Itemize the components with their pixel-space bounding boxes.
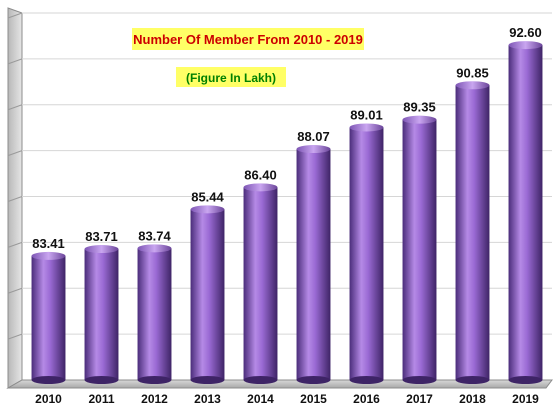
bar-base [137,376,172,384]
bar-value-label: 88.07 [297,129,330,144]
x-tick-label: 2019 [512,392,539,406]
bar-cap [137,244,172,253]
bar [243,187,278,380]
x-tick-label: 2010 [35,392,62,406]
bars-group [31,41,543,384]
gridline-wall [7,150,23,157]
gridline-wall [7,241,23,248]
chart-title: Number Of Member From 2010 - 2019 [133,32,363,47]
x-tick-label: 2017 [406,392,433,406]
bar-base [84,376,119,384]
gridline-wall [7,196,23,202]
bar [296,149,331,380]
x-tick-label: 2011 [88,392,114,406]
x-tick-label: 2014 [247,392,274,406]
bar-value-label: 90.85 [456,65,489,80]
bar [508,45,543,381]
bar-cap [296,145,331,154]
subtitle-box [176,67,286,87]
gridline-wall [7,287,23,294]
x-tick-label: 2018 [459,392,486,406]
bar-base [349,376,384,384]
x-tick-label: 2012 [141,392,168,406]
bar [349,127,384,380]
bar-base [296,376,331,384]
x-tick-label: 2015 [300,392,327,406]
bar-cap [349,123,384,132]
bar-value-label: 83.71 [85,229,118,244]
bar-base [243,376,278,384]
chart-subtitle: (Figure In Lakh) [186,71,276,85]
bar-cap [508,41,543,50]
x-tick-label: 2016 [353,392,380,406]
bar-cap [31,251,66,260]
bar-value-label: 92.60 [509,25,542,40]
gridline-wall [7,333,23,340]
bar-cap [190,205,225,214]
x-axis-tick-labels: 2010 2011 2012 2013 2014 2015 2016 2017 2018 2019 [35,392,539,406]
bar [137,248,172,380]
bar-value-label: 89.35 [403,100,436,115]
bar [84,249,119,380]
gridline-wall [7,104,23,111]
bar-cap [402,115,437,124]
bar-cap [84,245,119,254]
bar-base [402,376,437,384]
chart-side-wall [7,7,23,389]
bar [31,255,66,380]
bar-base [455,376,490,384]
bar-cap [455,81,490,90]
bar-cap [243,183,278,192]
bar [455,85,490,381]
bar-value-label: 86.40 [244,167,277,182]
bar-base [31,376,66,384]
bar-value-label: 83.41 [32,236,65,251]
data-labels-group: 83.41 83.71 83.74 85.44 86.40 88.07 89.01 89.35… [32,25,542,251]
bar [402,119,437,381]
bar-base [190,376,225,384]
gridline-wall [7,58,23,65]
bar [190,209,225,380]
bar-base [508,376,543,384]
bar-value-label: 89.01 [350,107,383,122]
bar-value-label: 85.44 [191,189,224,204]
x-tick-label: 2013 [194,392,221,406]
bar-value-label: 83.74 [138,228,171,243]
gridline-wall [7,12,23,19]
title-box [132,28,364,50]
